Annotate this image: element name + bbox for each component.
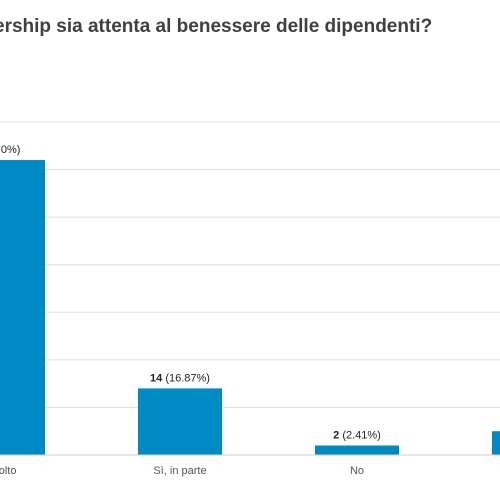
data-label: 14 (16.87%) — [150, 372, 210, 384]
chart-title: ership sia attenta al benessere delle di… — [0, 16, 433, 37]
x-tick-labels: molto Sì, in parte No — [0, 465, 364, 477]
bar — [138, 388, 222, 455]
x-tick-label: No — [350, 465, 364, 477]
gridlines — [0, 121, 500, 408]
bar — [492, 431, 500, 455]
x-tick-label: Sì, in parte — [153, 465, 206, 477]
x-tick-label: molto — [0, 465, 16, 477]
data-label: 2 (2.41%) — [333, 429, 381, 441]
bar — [0, 160, 45, 456]
data-labels: 4.70%) 14 (16.87%) 2 (2.41%) — [0, 144, 381, 441]
data-label: 4.70%) — [0, 144, 20, 156]
bars — [0, 160, 500, 456]
bar — [315, 445, 399, 455]
